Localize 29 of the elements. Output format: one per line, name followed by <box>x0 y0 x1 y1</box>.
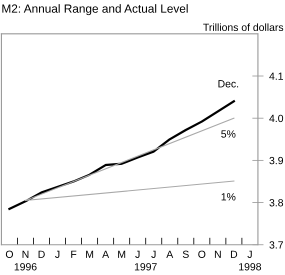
annotation: 5% <box>221 130 236 138</box>
x-tick-label: M <box>86 250 94 258</box>
y-tick-label: 3.8 <box>269 199 284 206</box>
x-tick-label: D <box>38 250 45 258</box>
text: 1997 <box>134 263 157 270</box>
x-tick-label: O <box>6 250 13 258</box>
chart-title: M2: Annual Range and Actual Level <box>2 4 188 16</box>
x-tick-label: A <box>102 250 110 258</box>
x-tick-label: F <box>71 250 76 258</box>
x-tick-label: J <box>247 250 252 258</box>
x-tick-label: J <box>55 250 60 258</box>
y-tick-label: 4.1 <box>269 72 284 80</box>
x-tick-label: N <box>214 250 221 258</box>
x-tick-label: N <box>22 250 28 258</box>
text: 1996 <box>14 263 37 270</box>
x-tick-label: S <box>182 250 189 258</box>
annotation: 1% <box>222 193 236 200</box>
x-tick-label: O <box>198 250 206 258</box>
y-axis-title: Trillions of dollars <box>203 23 284 32</box>
x-tick-label: J <box>151 250 156 258</box>
x-tick-label: D <box>230 250 238 258</box>
y-tick-label: 3.7 <box>269 241 283 249</box>
x-tick-label: J <box>135 250 140 258</box>
x-tick-label: A <box>166 250 174 258</box>
x-tick-label: M <box>118 250 126 258</box>
y-tick-label: 4.0 <box>269 114 284 122</box>
annotation: Dec. <box>218 80 238 88</box>
text: 1998 <box>239 263 262 270</box>
y-tick-label: 3.9 <box>269 156 284 164</box>
